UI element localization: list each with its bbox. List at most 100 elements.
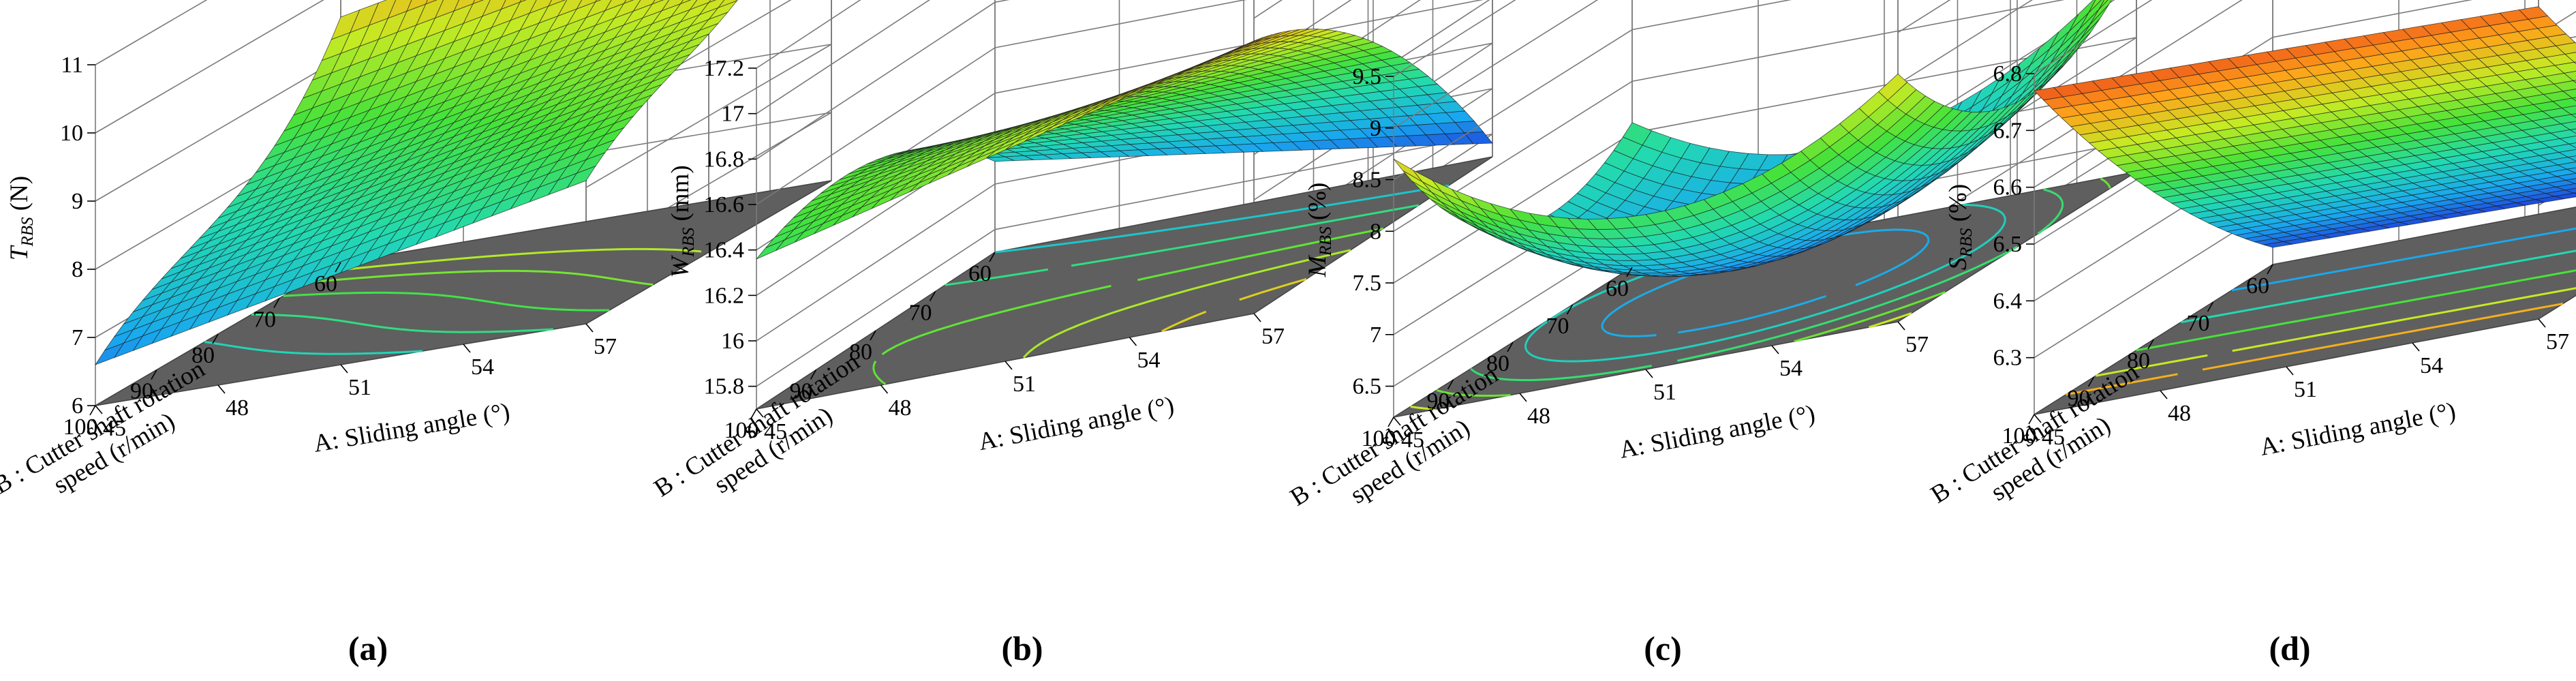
a-tick-label: 54 — [471, 354, 494, 380]
a-tick-label: 48 — [2168, 401, 2191, 426]
response-surface — [95, 0, 738, 365]
contour-lines — [872, 184, 1450, 385]
b-tick-label: 70 — [909, 301, 932, 326]
a-tick-label: 45 — [764, 419, 787, 444]
b-tick-label: 80 — [849, 339, 872, 365]
z-axis-title: TRBS (N) — [5, 176, 37, 260]
contour-lines — [2066, 227, 2576, 396]
b-tick-label: 80 — [1486, 351, 1509, 376]
contour-line — [872, 227, 1384, 385]
a-tick-label: 48 — [226, 395, 249, 421]
z-tick-label: 8 — [72, 257, 83, 282]
a-axis-title: A: Sliding angle (°) — [976, 391, 1176, 456]
a-tick-label: 54 — [1137, 348, 1161, 373]
z-tick-label: 16.4 — [704, 238, 745, 263]
contour-line — [2231, 227, 2576, 292]
z-tick-label: 7.5 — [1353, 271, 1382, 296]
z-axis: 6.3 6.4 6.5 6.6 6.7 6.8 SRBS (%) — [1944, 61, 2034, 371]
b-tick-label: 60 — [2246, 273, 2269, 299]
z-tick-label: 6.5 — [1993, 232, 2023, 257]
z-axis: 6.5 7 7.5 8 8.5 9 9.5 MRBS (%) — [1304, 64, 1394, 399]
b-tick-label: 80 — [191, 343, 215, 368]
contour-lines — [1410, 177, 2111, 410]
z-axis: 6 7 8 9 10 11 TRBS (N) — [5, 52, 95, 419]
panel-label: (a) — [348, 629, 388, 667]
panel-label: (b) — [1001, 629, 1043, 667]
z-tick-label: 11 — [61, 52, 83, 78]
z-tick-label: 6 — [72, 393, 83, 419]
chart-panel-2: 15.8 16 16.2 16.4 16.6 16.8 17 17.2 WRBS (mm) 60 7… — [649, 0, 1493, 667]
z-tick-label: 9.5 — [1353, 64, 1382, 89]
a-tick-label: 57 — [1905, 332, 1929, 357]
a-axis-title: A: Sliding angle (°) — [1617, 399, 1818, 464]
z-tick-label: 9 — [1370, 116, 1381, 141]
z-tick-label: 6.4 — [1993, 288, 2023, 314]
contour-line — [2066, 302, 2564, 396]
z-axis-title: SRBS (%) — [1944, 184, 1976, 270]
response-surface — [756, 29, 1493, 260]
z-tick-label: 16 — [721, 329, 744, 354]
a-tick-label: 51 — [1653, 380, 1676, 405]
b-tick-label: 90 — [1427, 389, 1450, 414]
contour-line — [2136, 269, 2576, 352]
response-surface — [1393, 0, 2112, 277]
z-tick-label: 6.3 — [1993, 346, 2023, 371]
z-tick-label: 6.7 — [1993, 118, 2023, 143]
z-tick-label: 9 — [72, 189, 83, 214]
panel-label: (c) — [1644, 629, 1682, 667]
a-tick-label: 45 — [103, 416, 126, 441]
a-tick-label: 45 — [2042, 425, 2065, 450]
contour-line — [945, 204, 1420, 286]
contour-line — [1524, 203, 2006, 363]
b-tick-label: 70 — [2187, 311, 2210, 336]
b-tick-label: 100 — [724, 418, 759, 443]
z-tick-label: 15.8 — [704, 374, 745, 399]
contour-floor — [756, 156, 1493, 410]
b-tick-label: 90 — [2068, 386, 2091, 411]
contour-line — [251, 313, 554, 333]
z-tick-label: 17 — [721, 102, 744, 127]
b-tick-label: 100 — [1362, 426, 1396, 451]
a-tick-label: 45 — [1401, 427, 1424, 453]
z-axis-title: WRBS (mm) — [666, 165, 698, 277]
b-tick-label: 70 — [253, 307, 276, 333]
contour-line — [994, 184, 1450, 254]
z-tick-label: 17.2 — [704, 56, 745, 81]
z-tick-label: 7 — [1370, 322, 1381, 348]
response-surface — [2034, 6, 2576, 248]
contour-line — [204, 341, 423, 355]
z-tick-label: 6.6 — [1993, 175, 2023, 200]
a-tick-label: 48 — [889, 395, 912, 421]
contour-line — [283, 291, 610, 312]
z-axis-title: MRBS (%) — [1304, 183, 1335, 278]
contour-line — [1022, 249, 1351, 359]
b-tick-label: 60 — [1606, 276, 1629, 301]
a-tick-label: 51 — [348, 375, 371, 400]
contour-line — [1436, 177, 2111, 397]
b-tick-label: 90 — [790, 379, 813, 404]
a-axis-title: A: Sliding angle (°) — [311, 397, 512, 457]
z-tick-label: 8 — [1370, 219, 1381, 244]
a-tick-label: 54 — [1779, 356, 1803, 381]
contour-line — [1410, 312, 1912, 410]
z-tick-label: 7 — [72, 325, 83, 350]
z-tick-label: 16.2 — [704, 283, 745, 308]
contour-line — [1470, 188, 2064, 382]
a-tick-label: 57 — [594, 334, 617, 359]
a-tick-label: 51 — [1013, 372, 1036, 397]
b-tick-label: 100 — [2002, 423, 2037, 449]
b-tick-label: 100 — [63, 414, 98, 440]
a-tick-label: 54 — [2420, 353, 2443, 378]
a-axis-title: A: Sliding angle (°) — [2258, 397, 2458, 461]
b-tick-label: 70 — [1546, 314, 1569, 339]
b-tick-label: 60 — [314, 271, 337, 297]
z-axis: 15.8 16 16.2 16.4 16.6 16.8 17 17.2 WRBS (mm) — [666, 56, 756, 399]
a-tick-label: 57 — [2546, 329, 2569, 354]
contour-line — [2181, 249, 2576, 324]
b-tick-label: 80 — [2127, 348, 2150, 374]
contour-line — [2096, 287, 2576, 377]
z-tick-label: 8.5 — [1353, 168, 1382, 193]
z-tick-label: 10 — [60, 121, 83, 146]
z-tick-label: 6.8 — [1993, 61, 2023, 87]
